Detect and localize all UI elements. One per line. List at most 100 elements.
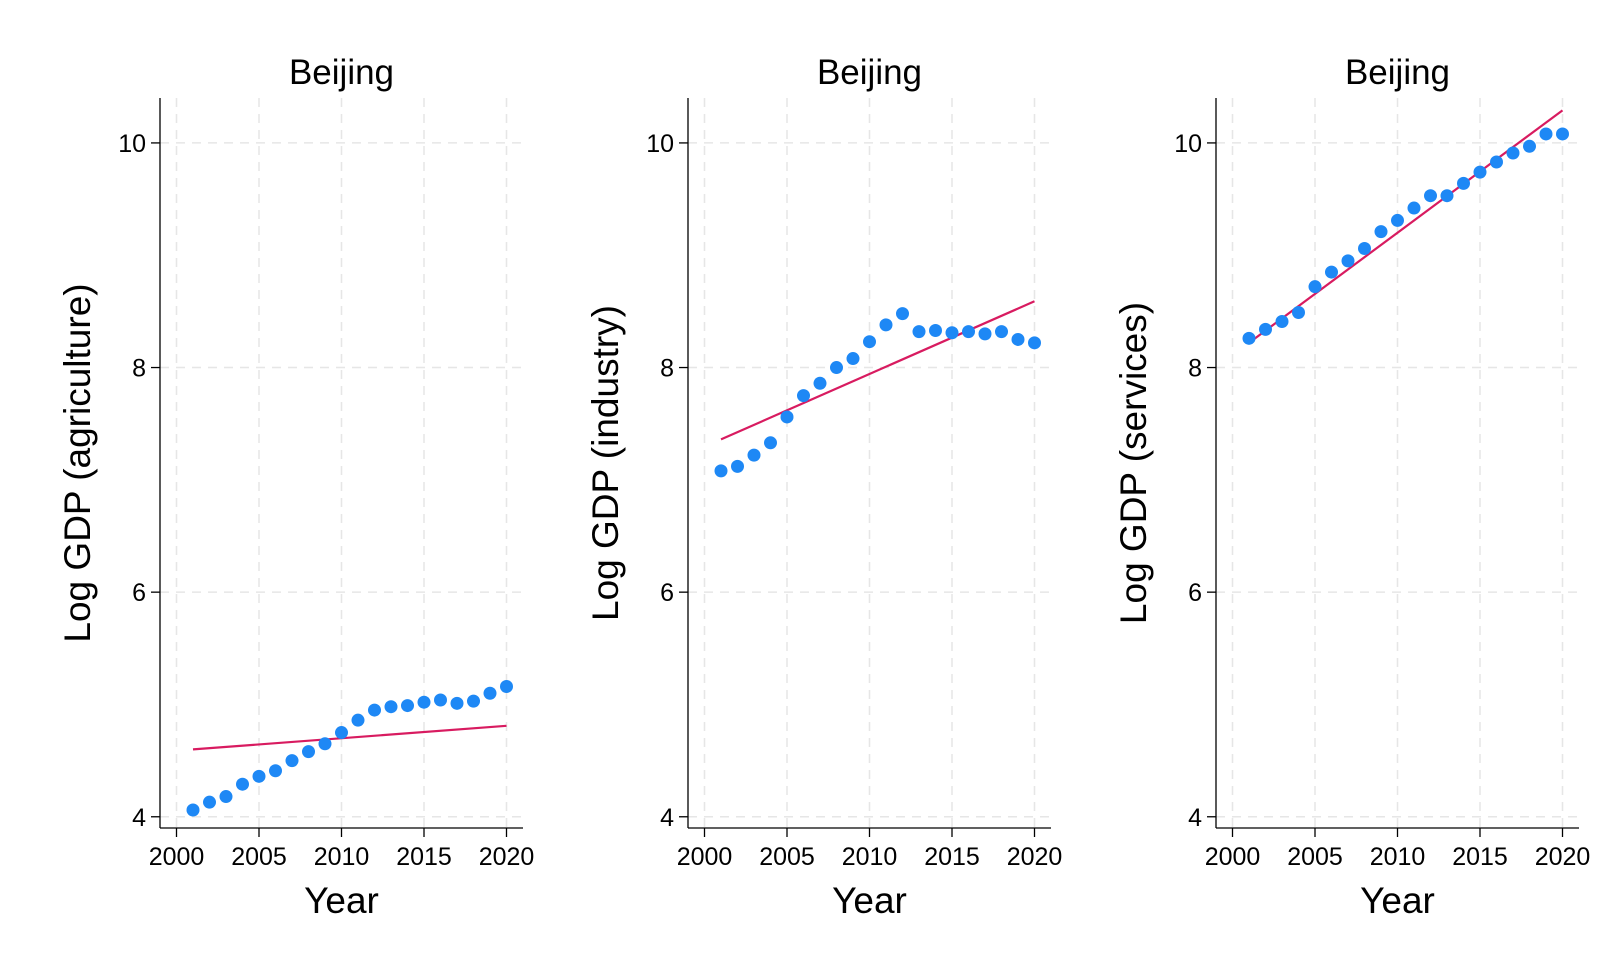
y-tick-label: 6: [660, 579, 674, 607]
y-tick-label: 8: [1188, 355, 1202, 383]
data-point: [1457, 176, 1470, 190]
data-point: [219, 790, 233, 804]
x-tick-label: 2020: [1007, 843, 1063, 871]
x-tick-label: 2010: [314, 843, 370, 871]
chart-title: Beijing: [289, 53, 394, 92]
data-point: [203, 795, 216, 809]
data-point: [1011, 332, 1025, 346]
data-point: [764, 436, 777, 450]
y-tick-label: 4: [132, 804, 146, 832]
data-point: [1523, 139, 1536, 153]
data-point: [1407, 201, 1421, 215]
data-point: [1506, 146, 1520, 160]
data-point: [302, 745, 315, 759]
fit-line: [192, 724, 507, 751]
y-tick-label: 10: [118, 130, 146, 158]
x-tick-label: 2005: [759, 843, 815, 871]
data-point: [1341, 254, 1355, 268]
data-point: [929, 323, 942, 337]
data-point: [846, 352, 860, 366]
chart-panel-1: 4 6 8 10 2000 2005 2010 2015 2020 Beijing Year Log …: [57, 53, 534, 921]
data-point: [335, 726, 348, 740]
data-point: [1275, 314, 1289, 328]
data-point: [830, 361, 843, 375]
data-point: [912, 325, 926, 339]
y-axis-label: Log GDP (industry): [585, 305, 626, 621]
data-point: [1292, 306, 1305, 320]
x-tick-label: 2015: [396, 843, 452, 871]
data-point: [450, 696, 464, 710]
x-tick-label: 2000: [149, 843, 205, 871]
x-tick-label: 2015: [924, 843, 980, 871]
data-point: [1259, 322, 1272, 336]
data-point: [401, 699, 414, 713]
data-point: [714, 464, 728, 478]
x-tick-label: 2010: [1370, 843, 1426, 871]
data-point: [1391, 213, 1404, 227]
x-tick-label: 2000: [677, 843, 733, 871]
data-point: [434, 693, 447, 707]
chart-panel-2: 4 6 8 10 2000 2005 2010 2015 2020 Beijing Year Log …: [585, 53, 1062, 921]
data-point: [384, 700, 398, 714]
data-point: [1490, 155, 1503, 169]
data-point: [945, 326, 959, 340]
data-point: [1473, 165, 1487, 179]
data-point: [236, 777, 249, 791]
data-point: [483, 686, 497, 700]
data-point: [995, 325, 1008, 339]
x-tick-label: 2010: [842, 843, 898, 871]
y-tick-label: 8: [660, 355, 674, 383]
data-point: [1424, 189, 1437, 203]
data-point: [1325, 265, 1338, 279]
data-point: [879, 318, 893, 332]
chart-title: Beijing: [1345, 53, 1450, 92]
data-point: [368, 703, 381, 717]
x-tick-label: 2020: [479, 843, 535, 871]
data-point: [896, 307, 909, 321]
data-point: [1242, 331, 1256, 345]
data-point: [252, 769, 266, 783]
x-tick-label: 2020: [1535, 843, 1591, 871]
data-point: [813, 376, 827, 390]
x-axis-label: Year: [832, 880, 907, 921]
chart-panel-3: 4 6 8 10 2000 2005 2010 2015 2020 Beijing Year Log …: [1113, 53, 1590, 921]
x-tick-label: 2005: [1287, 843, 1343, 871]
data-point: [731, 459, 744, 473]
data-point: [1374, 225, 1388, 239]
data-point: [186, 803, 200, 817]
data-point: [780, 410, 794, 424]
x-tick-label: 2005: [231, 843, 287, 871]
y-tick-label: 4: [660, 804, 674, 832]
data-point: [747, 448, 761, 462]
data-point: [1358, 241, 1371, 255]
y-tick-label: 8: [132, 355, 146, 383]
data-point: [269, 764, 282, 778]
y-tick-label: 4: [1188, 804, 1202, 832]
y-axis-label: Log GDP (services): [1113, 302, 1154, 624]
y-tick-label: 6: [132, 579, 146, 607]
data-point: [351, 713, 365, 727]
y-tick-label: 6: [1188, 579, 1202, 607]
data-point: [285, 754, 299, 768]
data-point: [978, 327, 992, 341]
y-tick-label: 10: [646, 130, 674, 158]
data-point: [1539, 127, 1553, 141]
data-point: [797, 389, 810, 403]
y-axis-label: Log GDP (agriculture): [57, 283, 98, 642]
fit-line: [720, 300, 1035, 441]
data-point: [863, 335, 876, 349]
data-point: [417, 695, 431, 709]
chart-title: Beijing: [817, 53, 922, 92]
data-point: [500, 679, 513, 693]
x-axis-label: Year: [304, 880, 379, 921]
x-axis-label: Year: [1360, 880, 1435, 921]
data-point: [1556, 127, 1569, 141]
data-point: [1308, 280, 1322, 294]
x-tick-label: 2015: [1452, 843, 1508, 871]
x-tick-label: 2000: [1205, 843, 1261, 871]
data-point: [318, 737, 332, 751]
data-point: [962, 325, 975, 339]
y-tick-label: 10: [1174, 130, 1202, 158]
data-point: [1440, 189, 1454, 203]
